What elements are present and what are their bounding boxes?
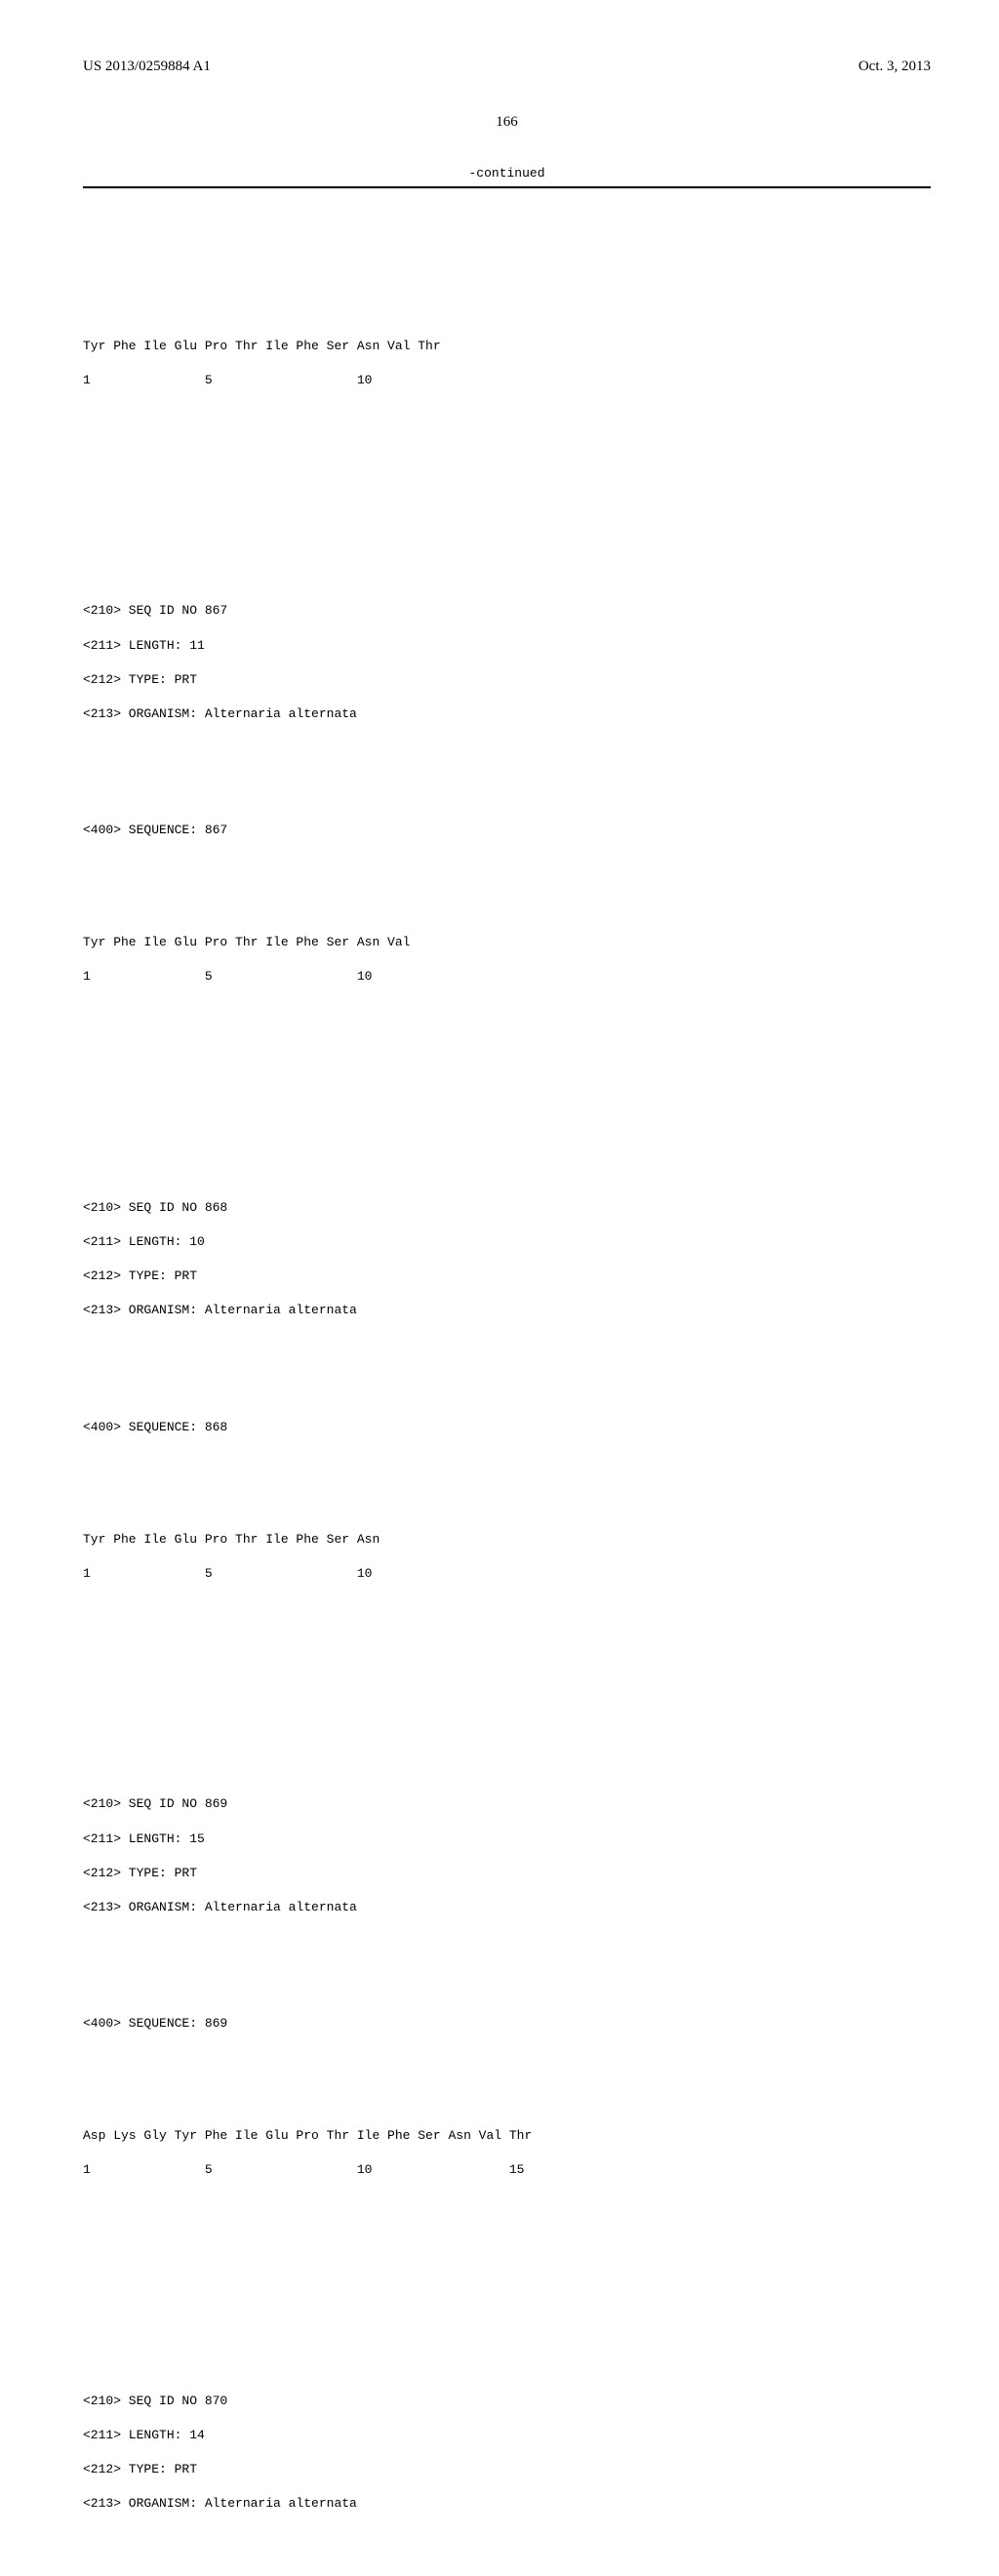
- type-prefix: <212> TYPE:: [83, 1268, 175, 1283]
- sequence-block: <210> SEQ ID NO 869 <211> LENGTH: 15 <21…: [83, 1745, 931, 2247]
- sequence-residues: Tyr Phe Ile Glu Pro Thr Ile Phe Ser Asn: [83, 1531, 931, 1549]
- length-value: 11: [189, 638, 205, 653]
- sequence-header: <210> SEQ ID NO 869 <211> LENGTH: 15 <21…: [83, 1779, 931, 1950]
- organism-value: Alternaria alternata: [205, 706, 357, 721]
- publication-number: US 2013/0259884 A1: [83, 59, 211, 75]
- organism-value: Alternaria alternata: [205, 1900, 357, 1914]
- seq-id-prefix: <210> SEQ ID NO: [83, 603, 205, 618]
- sequence-tag-row: <400> SEQUENCE: 869: [83, 2015, 931, 2033]
- length-prefix: <211> LENGTH:: [83, 1234, 189, 1249]
- seq-id-prefix: <210> SEQ ID NO: [83, 2394, 205, 2408]
- sequence-listing: Tyr Phe Ile Glu Pro Thr Ile Phe Ser Asn …: [83, 218, 931, 2576]
- length-row: <211> LENGTH: 10: [83, 1233, 931, 1251]
- seq-id-value: 867: [205, 603, 227, 618]
- sequence-header: <210> SEQ ID NO 870 <211> LENGTH: 14 <21…: [83, 2375, 931, 2546]
- continued-rule: [83, 186, 931, 188]
- length-value: 10: [189, 1234, 205, 1249]
- sequence-body: Tyr Phe Ile Glu Pro Thr Ile Phe Ser Asn …: [83, 320, 931, 423]
- sequence-prefix: <400> SEQUENCE:: [83, 2016, 205, 2031]
- seq-id-prefix: <210> SEQ ID NO: [83, 1796, 205, 1811]
- length-row: <211> LENGTH: 14: [83, 2427, 931, 2444]
- sequence-header: <210> SEQ ID NO 868 <211> LENGTH: 10 <21…: [83, 1182, 931, 1352]
- type-row: <212> TYPE: PRT: [83, 2461, 931, 2478]
- sequence-block: <210> SEQ ID NO 867 <211> LENGTH: 11 <21…: [83, 551, 931, 1054]
- sequence-prefix: <400> SEQUENCE:: [83, 823, 205, 837]
- sequence-numbers: 1 5 10: [83, 1565, 931, 1583]
- organism-row: <213> ORGANISM: Alternaria alternata: [83, 2495, 931, 2513]
- sequence-numbers: 1 5 10 15: [83, 2161, 931, 2179]
- type-row: <212> TYPE: PRT: [83, 671, 931, 689]
- sequence-block: <210> SEQ ID NO 870 <211> LENGTH: 14 <21…: [83, 2341, 931, 2576]
- seq-id-row: <210> SEQ ID NO 870: [83, 2393, 931, 2410]
- sequence-prefix: <400> SEQUENCE:: [83, 1420, 205, 1434]
- length-prefix: <211> LENGTH:: [83, 2428, 189, 2442]
- sequence-tag-row: <400> SEQUENCE: 867: [83, 822, 931, 839]
- organism-value: Alternaria alternata: [205, 2496, 357, 2511]
- sequence-tag-value: 869: [205, 2016, 227, 2031]
- organism-row: <213> ORGANISM: Alternaria alternata: [83, 705, 931, 723]
- sequence-tag-value: 868: [205, 1420, 227, 1434]
- organism-prefix: <213> ORGANISM:: [83, 2496, 205, 2511]
- type-value: PRT: [175, 2462, 197, 2476]
- organism-prefix: <213> ORGANISM:: [83, 706, 205, 721]
- page-number: 166: [83, 114, 931, 131]
- organism-prefix: <213> ORGANISM:: [83, 1900, 205, 1914]
- sequence-block: <210> SEQ ID NO 868 <211> LENGTH: 10 <21…: [83, 1147, 931, 1650]
- type-prefix: <212> TYPE:: [83, 2462, 175, 2476]
- seq-id-prefix: <210> SEQ ID NO: [83, 1200, 205, 1215]
- type-prefix: <212> TYPE:: [83, 672, 175, 687]
- type-value: PRT: [175, 1866, 197, 1880]
- seq-id-value: 870: [205, 2394, 227, 2408]
- seq-id-row: <210> SEQ ID NO 868: [83, 1199, 931, 1217]
- seq-id-row: <210> SEQ ID NO 869: [83, 1795, 931, 1813]
- sequence-tag-row: <400> SEQUENCE: 868: [83, 1419, 931, 1436]
- sequence-residues: Asp Lys Gly Tyr Phe Ile Glu Pro Thr Ile …: [83, 2127, 931, 2145]
- organism-row: <213> ORGANISM: Alternaria alternata: [83, 1899, 931, 1916]
- sequence-body: Tyr Phe Ile Glu Pro Thr Ile Phe Ser Asn …: [83, 1513, 931, 1616]
- organism-prefix: <213> ORGANISM:: [83, 1303, 205, 1317]
- sequence-block: Tyr Phe Ile Glu Pro Thr Ile Phe Ser Asn …: [83, 286, 931, 457]
- length-row: <211> LENGTH: 15: [83, 1831, 931, 1848]
- continued-label: -continued: [83, 166, 931, 181]
- sequence-residues: Tyr Phe Ile Glu Pro Thr Ile Phe Ser Asn …: [83, 934, 931, 951]
- length-value: 15: [189, 1831, 205, 1846]
- type-value: PRT: [175, 1268, 197, 1283]
- publication-date: Oct. 3, 2013: [859, 59, 931, 75]
- sequence-header: <210> SEQ ID NO 867 <211> LENGTH: 11 <21…: [83, 585, 931, 756]
- length-row: <211> LENGTH: 11: [83, 637, 931, 655]
- organism-row: <213> ORGANISM: Alternaria alternata: [83, 1302, 931, 1319]
- organism-value: Alternaria alternata: [205, 1303, 357, 1317]
- page-header: US 2013/0259884 A1 Oct. 3, 2013: [83, 59, 931, 75]
- seq-id-row: <210> SEQ ID NO 867: [83, 602, 931, 620]
- length-value: 14: [189, 2428, 205, 2442]
- type-value: PRT: [175, 672, 197, 687]
- sequence-tag-value: 867: [205, 823, 227, 837]
- sequence-numbers: 1 5 10: [83, 968, 931, 986]
- type-prefix: <212> TYPE:: [83, 1866, 175, 1880]
- sequence-numbers: 1 5 10: [83, 372, 931, 389]
- length-prefix: <211> LENGTH:: [83, 1831, 189, 1846]
- sequence-body: Tyr Phe Ile Glu Pro Thr Ile Phe Ser Asn …: [83, 917, 931, 1020]
- type-row: <212> TYPE: PRT: [83, 1865, 931, 1882]
- sequence-residues: Tyr Phe Ile Glu Pro Thr Ile Phe Ser Asn …: [83, 338, 931, 355]
- sequence-body: Asp Lys Gly Tyr Phe Ile Glu Pro Thr Ile …: [83, 2111, 931, 2213]
- type-row: <212> TYPE: PRT: [83, 1268, 931, 1285]
- length-prefix: <211> LENGTH:: [83, 638, 189, 653]
- seq-id-value: 869: [205, 1796, 227, 1811]
- seq-id-value: 868: [205, 1200, 227, 1215]
